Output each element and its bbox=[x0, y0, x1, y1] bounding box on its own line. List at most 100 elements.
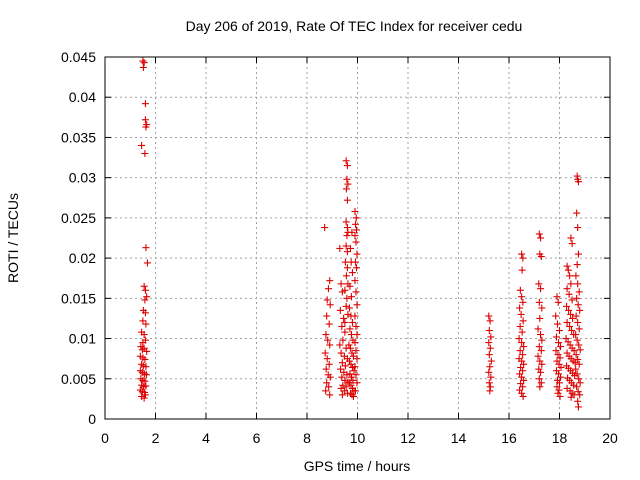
data-point bbox=[518, 389, 526, 397]
data-point bbox=[538, 336, 546, 344]
x-tick-label: 2 bbox=[152, 430, 160, 446]
data-point bbox=[516, 347, 524, 355]
data-point bbox=[322, 387, 330, 395]
data-point bbox=[141, 391, 149, 399]
data-point bbox=[140, 59, 148, 67]
data-point bbox=[534, 352, 542, 360]
data-point bbox=[570, 347, 578, 355]
data-point bbox=[343, 175, 351, 183]
data-point bbox=[556, 327, 563, 335]
data-point bbox=[140, 394, 148, 402]
data-point bbox=[353, 250, 361, 258]
data-point bbox=[353, 379, 361, 387]
x-tick-labels: 0 2 4 6 8 10 12 14 16 18 20 bbox=[101, 430, 618, 446]
data-point bbox=[556, 379, 563, 387]
data-point bbox=[352, 347, 360, 355]
x-tick-label: 12 bbox=[400, 430, 416, 446]
data-point bbox=[139, 317, 147, 325]
data-point bbox=[485, 351, 493, 359]
data-point bbox=[142, 244, 150, 252]
x-tick-label: 10 bbox=[350, 430, 366, 446]
data-point bbox=[574, 355, 582, 363]
data-point bbox=[575, 325, 583, 333]
data-point bbox=[141, 355, 149, 363]
data-point bbox=[138, 346, 146, 354]
data-point bbox=[326, 391, 334, 399]
data-point bbox=[487, 357, 495, 365]
data-point bbox=[485, 327, 493, 335]
data-point bbox=[341, 328, 349, 336]
data-point bbox=[535, 375, 543, 383]
data-point bbox=[535, 365, 543, 373]
data-point bbox=[141, 309, 149, 317]
data-point bbox=[557, 364, 565, 372]
data-point bbox=[346, 244, 354, 252]
data-point bbox=[569, 314, 577, 322]
data-point bbox=[323, 312, 331, 320]
data-point bbox=[342, 302, 350, 310]
y-tick-label: 0.015 bbox=[61, 290, 96, 306]
data-point bbox=[564, 266, 572, 274]
data-point bbox=[573, 370, 581, 378]
data-point bbox=[574, 318, 582, 326]
data-point bbox=[138, 141, 146, 149]
data-point bbox=[519, 367, 527, 375]
data-point bbox=[344, 378, 352, 386]
data-point bbox=[552, 312, 560, 320]
data-point bbox=[537, 368, 545, 376]
data-point bbox=[487, 333, 495, 341]
data-point bbox=[535, 230, 543, 238]
data-point bbox=[553, 293, 561, 301]
x-tick-label: 14 bbox=[451, 430, 467, 446]
data-point bbox=[347, 293, 355, 301]
data-point bbox=[563, 318, 571, 326]
data-point bbox=[346, 325, 354, 333]
data-point bbox=[348, 228, 356, 236]
data-point bbox=[142, 320, 150, 328]
data-point bbox=[352, 226, 360, 234]
data-point bbox=[485, 379, 493, 387]
data-point bbox=[342, 218, 350, 226]
data-point bbox=[518, 293, 526, 301]
data-point bbox=[348, 391, 356, 399]
data-point bbox=[326, 277, 334, 285]
data-point bbox=[519, 298, 527, 306]
data-point bbox=[520, 376, 528, 384]
data-point bbox=[337, 365, 345, 373]
data-point bbox=[341, 318, 349, 326]
data-point bbox=[567, 310, 575, 318]
data-point bbox=[337, 349, 345, 357]
data-point bbox=[537, 331, 545, 339]
y-axis-label: ROTI / TECUs bbox=[5, 193, 21, 283]
data-point bbox=[520, 360, 528, 368]
data-point bbox=[573, 294, 581, 302]
data-point bbox=[349, 376, 357, 384]
data-point bbox=[567, 234, 575, 242]
data-point bbox=[339, 381, 347, 389]
data-point bbox=[572, 351, 580, 359]
data-point bbox=[516, 322, 524, 330]
data-point bbox=[341, 286, 349, 294]
data-point bbox=[321, 349, 329, 357]
data-point bbox=[554, 339, 562, 347]
data-point bbox=[574, 280, 582, 288]
data-point bbox=[563, 285, 571, 293]
data-point bbox=[557, 343, 565, 351]
data-point bbox=[351, 339, 359, 347]
data-point bbox=[346, 389, 354, 397]
data-point bbox=[346, 370, 354, 378]
data-point bbox=[486, 317, 494, 325]
data-point bbox=[143, 121, 151, 129]
data-point bbox=[137, 343, 145, 351]
data-point bbox=[141, 286, 149, 294]
data-point bbox=[519, 383, 527, 391]
data-point bbox=[557, 373, 565, 381]
data-point bbox=[556, 354, 564, 362]
data-point bbox=[349, 352, 357, 360]
data-point bbox=[486, 387, 494, 395]
data-point bbox=[518, 266, 526, 274]
data-point bbox=[323, 296, 331, 304]
data-point bbox=[343, 232, 351, 240]
data-point bbox=[519, 317, 527, 325]
